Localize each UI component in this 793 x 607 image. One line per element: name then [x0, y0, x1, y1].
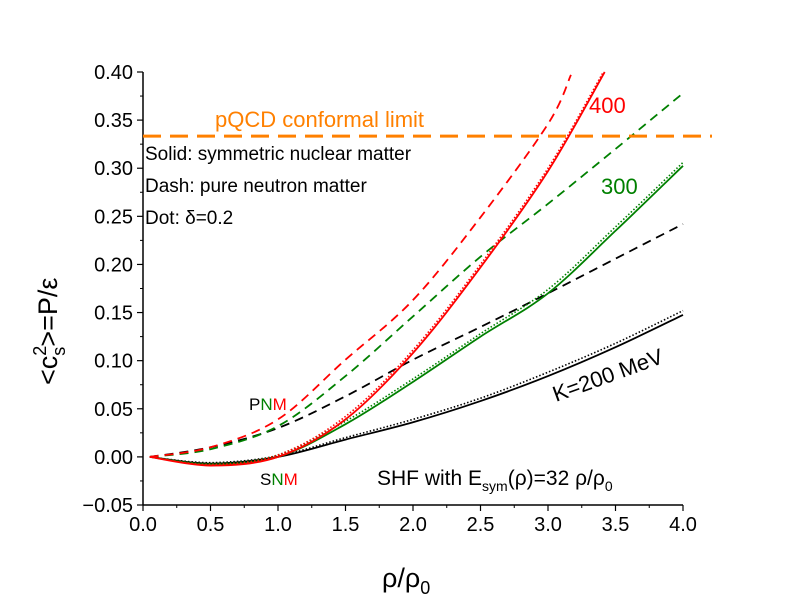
y-tick-label: 0.05 — [94, 399, 133, 421]
x-tick-label: 4.0 — [669, 514, 697, 536]
x-tick-label: 2.0 — [399, 514, 427, 536]
x-tick-label: 3.0 — [534, 514, 562, 536]
series-k200-solid — [149, 314, 684, 465]
y-tick-label: 0.25 — [94, 206, 133, 228]
y-tick-label: 0.00 — [94, 447, 133, 469]
x-tick-label: 1.0 — [264, 514, 292, 536]
legend-dash: Dash: pure neutron matter — [145, 176, 367, 197]
y-tick-label: 0.35 — [94, 110, 133, 132]
y-axis-label: <c2s>=P/ε — [30, 278, 69, 385]
x-tick-label: 2.5 — [467, 514, 495, 536]
label-k200: K=200 MeV — [549, 344, 666, 407]
axes: −0.05 0.00 0.05 0.10 0.15 0.20 0.25 0.30 0.35 0.4… — [82, 62, 697, 536]
label-snm: SNM — [260, 470, 298, 489]
series-k400-dashed — [149, 74, 572, 458]
label-k300: 300 — [601, 174, 638, 199]
x-tick-label: 3.5 — [602, 514, 630, 536]
y-tick-label: 0.15 — [94, 303, 133, 325]
pqcd-label: pQCD conformal limit — [215, 107, 424, 132]
x-tick-label: 0.0 — [129, 514, 157, 536]
y-tick-label: −0.05 — [82, 495, 133, 517]
legend-dot: Dot: δ=0.2 — [145, 208, 233, 229]
series-k400-dotted — [149, 71, 605, 466]
series-k400-solid — [149, 71, 606, 467]
series-k300-dashed — [149, 92, 684, 458]
curves — [149, 71, 684, 467]
label-shf: SHF with Esym(ρ)=32 ρ/ρ0 — [377, 467, 613, 494]
x-tick-label: 0.5 — [197, 514, 225, 536]
y-tick-label: 0.30 — [94, 158, 133, 180]
x-tick-label: 1.5 — [332, 514, 360, 536]
y-tick-label: 0.10 — [94, 351, 133, 373]
label-k400: 400 — [589, 93, 626, 118]
legend-solid: Solid: symmetric nuclear matter — [145, 144, 412, 165]
label-pnm: PNM — [249, 395, 287, 414]
series-k200-dashed — [149, 223, 684, 458]
y-tick-label: 0.20 — [94, 254, 133, 276]
x-axis-label: ρ/ρ0 — [382, 563, 430, 598]
y-tick-label: 0.40 — [94, 62, 133, 84]
